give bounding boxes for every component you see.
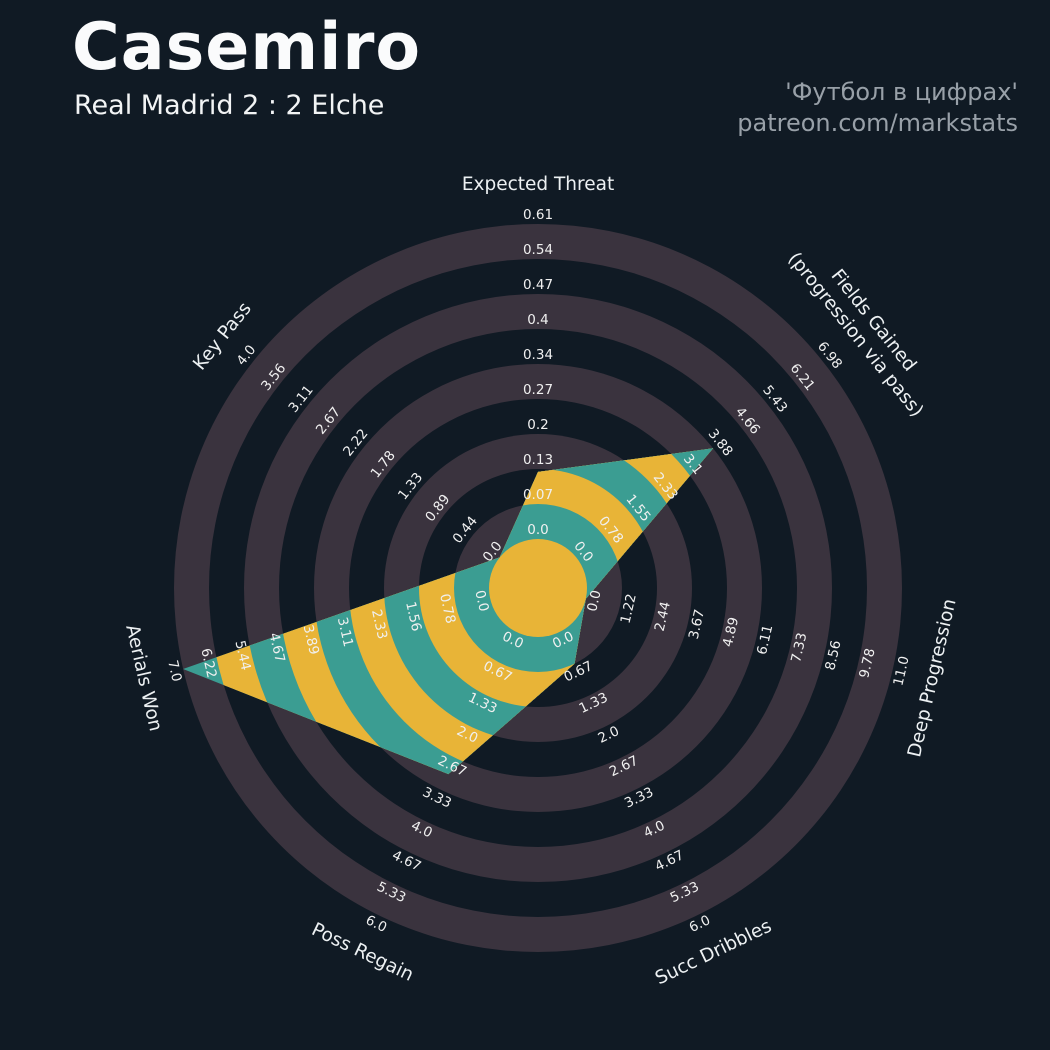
tick-label: 3.89 <box>300 623 322 656</box>
tick-label: 4.67 <box>266 631 288 664</box>
tick-label: 6.11 <box>754 623 776 656</box>
tick-label: 0.0 <box>471 589 491 614</box>
tick-label: 11.0 <box>890 655 912 688</box>
tick-label: 1.56 <box>402 600 424 633</box>
tick-label: 5.44 <box>231 639 253 672</box>
match-subtitle: Real Madrid 2 : 2 Elche <box>74 90 385 121</box>
tick-label: 0.54 <box>523 242 553 258</box>
tick-label: 8.56 <box>822 639 844 672</box>
tick-label: 0.13 <box>523 452 553 468</box>
page-title: Casemiro <box>72 10 422 85</box>
tick-label: 2.33 <box>368 608 390 641</box>
tick-label: 0.0 <box>527 522 548 538</box>
tick-label: 0.78 <box>436 592 458 625</box>
tick-label: 6.22 <box>197 647 219 680</box>
credit-brand: 'Футбол в цифрах' <box>785 78 1018 106</box>
tick-label: 0.2 <box>527 417 548 433</box>
tick-label: 0.4 <box>527 312 548 328</box>
credit-patreon-link: patreon.com/markstats <box>737 109 1018 137</box>
tick-label: 0.47 <box>523 277 553 293</box>
tick-label: 2.44 <box>652 600 674 633</box>
tick-label: 0.27 <box>523 382 553 398</box>
tick-label: 0.07 <box>523 487 553 503</box>
tick-label: 9.78 <box>856 647 878 680</box>
credits: 'Футбол в цифрах' patreon.com/markstats <box>737 77 1018 139</box>
tick-label: 0.61 <box>523 207 553 223</box>
tick-label: 1.22 <box>618 592 640 625</box>
tick-label: 7.0 <box>164 659 184 684</box>
tick-label: 7.33 <box>788 631 810 664</box>
tick-label: 0.0 <box>584 589 604 614</box>
tick-label: 3.11 <box>334 616 356 649</box>
tick-label: 0.34 <box>523 347 553 363</box>
axis-label-expected-threat: Expected Threat <box>462 174 614 195</box>
tick-label: 3.67 <box>686 608 708 641</box>
tick-label: 4.89 <box>720 616 742 649</box>
